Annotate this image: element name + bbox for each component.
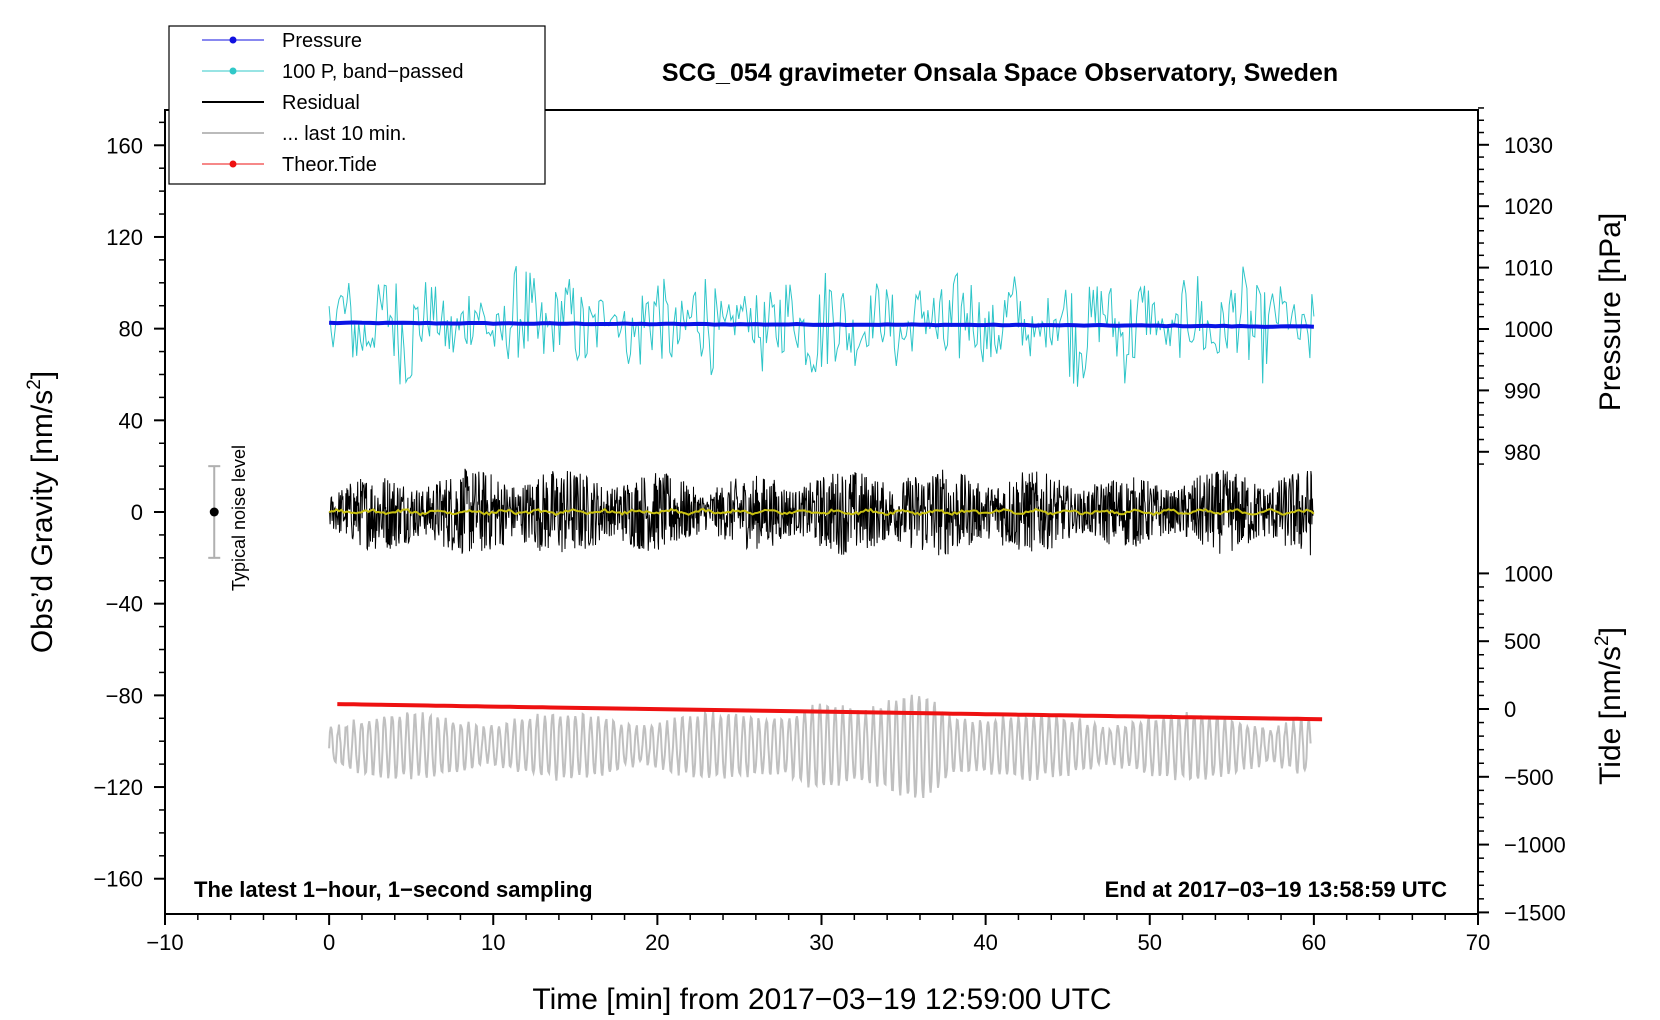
legend-label: Pressure: [282, 30, 362, 52]
legend-swatch-dot: [229, 36, 237, 44]
chart-title: SCG_054 gravimeter Onsala Space Observat…: [662, 59, 1338, 87]
legend-box: [168, 25, 546, 185]
legend-swatch-dot: [229, 160, 237, 168]
legend: Pressure 100 P, band−passed Residual ... la…: [168, 25, 546, 185]
tide-tick-label: −1500: [1504, 900, 1566, 925]
pressure-axis-ticks: 1030 1020 1010 1000 990 980: [1478, 107, 1553, 465]
legend-label: ... last 10 min.: [282, 123, 407, 145]
y-tick-label: 160: [106, 133, 143, 158]
y-tick-label: 40: [119, 408, 143, 433]
series-last-10-min: [328, 694, 1312, 799]
annotation-sampling: The latest 1−hour, 1−second sampling: [194, 877, 593, 902]
noise-dot: [209, 507, 219, 517]
y-tick-label: −80: [106, 683, 143, 708]
y-tick-label: 0: [131, 500, 143, 525]
pressure-tick-label: 980: [1504, 440, 1541, 465]
pressure-tick-label: 990: [1504, 378, 1541, 403]
tide-label-superscript: 2: [1592, 635, 1613, 646]
x-tick-label: 40: [973, 930, 997, 955]
noise-level-indicator: Typical noise level: [208, 445, 249, 591]
noise-label: Typical noise level: [229, 445, 249, 591]
series-theoretical-tide: [337, 702, 1323, 722]
legend-label: 100 P, band−passed: [282, 61, 463, 83]
pressure-tick-label: 1010: [1504, 256, 1553, 281]
tide-tick-label: 500: [1504, 629, 1541, 654]
x-tick-label: 20: [645, 930, 669, 955]
tide-tick-label: −500: [1504, 765, 1554, 790]
pressure-tick-label: 1020: [1504, 194, 1553, 219]
left-y-label-superscript: 2: [24, 379, 45, 390]
tide-label-main: Tide [nm/s: [1594, 646, 1627, 785]
y-tick-label: 80: [119, 317, 143, 342]
tide-label-end: ]: [1594, 627, 1627, 635]
series-pressure: [329, 320, 1314, 329]
series-layer: [328, 265, 1323, 799]
x-tick-label: 60: [1302, 930, 1326, 955]
pressure-tick-label: 1000: [1504, 317, 1553, 342]
left-y-axis-label: Obs’d Gravity [nm/s2]: [24, 371, 59, 653]
tide-tick-label: 1000: [1504, 561, 1553, 586]
x-axis-ticks: −10 0 10 20 30 40 50 60 70: [146, 914, 1490, 955]
legend-label: Theor.Tide: [282, 154, 377, 176]
x-axis-label: Time [min] from 2017−03−19 12:59:00 UTC: [532, 983, 1111, 1016]
series-band-passed-pressure: [328, 265, 1315, 387]
tide-tick-label: −1000: [1504, 833, 1566, 858]
left-y-axis-ticks: 160 120 80 40 0 −40 −80 −120 −160: [93, 121, 165, 892]
series-residual: [328, 468, 1314, 556]
x-tick-label: 10: [481, 930, 505, 955]
series-residual-smoothed: [328, 507, 1315, 517]
y-tick-label: −120: [93, 775, 143, 800]
y-tick-label: −40: [106, 592, 143, 617]
x-tick-label: −10: [146, 930, 183, 955]
y-tick-label: 120: [106, 225, 143, 250]
tide-axis-ticks: 1000 500 0 −500 −1000 −1500: [1478, 561, 1566, 925]
left-y-label-end: ]: [26, 371, 59, 379]
y-tick-label: −160: [93, 867, 143, 892]
legend-swatch-dot: [229, 67, 237, 75]
pressure-tick-label: 1030: [1504, 133, 1553, 158]
x-tick-label: 0: [323, 930, 335, 955]
x-tick-label: 70: [1466, 930, 1490, 955]
x-tick-label: 50: [1138, 930, 1162, 955]
left-y-label-main: Obs’d Gravity [nm/s: [26, 390, 59, 653]
annotation-end-time: End at 2017−03−19 13:58:59 UTC: [1105, 877, 1448, 902]
pressure-axis-label: Pressure [hPa]: [1594, 213, 1627, 411]
x-tick-label: 30: [809, 930, 833, 955]
tide-tick-label: 0: [1504, 697, 1516, 722]
legend-label: Residual: [282, 92, 360, 114]
tide-axis-label: Tide [nm/s2]: [1592, 627, 1627, 785]
